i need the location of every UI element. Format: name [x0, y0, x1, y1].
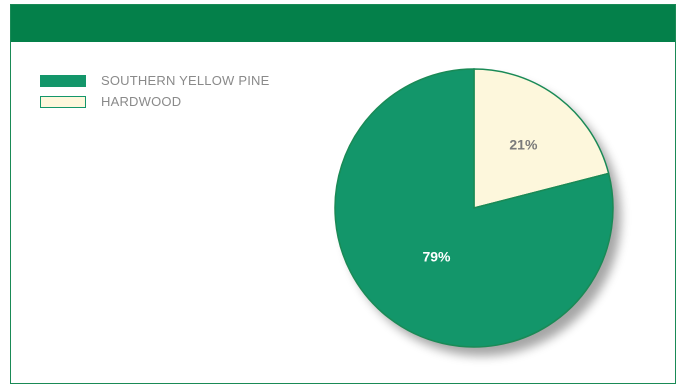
- legend-item-southern-yellow-pine: SOUTHERN YELLOW PINE: [40, 71, 269, 90]
- legend-swatch-hardwood: [40, 95, 86, 108]
- pie-slice-southern-yellow-pine: [334, 68, 614, 348]
- legend-label-hardwood: HARDWOOD: [101, 94, 182, 109]
- pie-label-hardwood: 21%: [509, 136, 538, 152]
- legend: SOUTHERN YELLOW PINE HARDWOOD: [40, 71, 269, 113]
- pie-chart: 21% 79%: [334, 68, 621, 356]
- pie-label-southern-yellow-pine: 79%: [422, 248, 451, 264]
- chart-panel: SOUTHERN YELLOW PINE HARDWOOD 21% 79%: [10, 4, 676, 384]
- header-bar: [11, 5, 675, 42]
- legend-label-southern-yellow-pine: SOUTHERN YELLOW PINE: [101, 73, 270, 88]
- legend-item-hardwood: HARDWOOD: [40, 92, 269, 111]
- pie-slice-hardwood: [473, 68, 610, 209]
- legend-swatch-southern-yellow-pine: [40, 74, 86, 87]
